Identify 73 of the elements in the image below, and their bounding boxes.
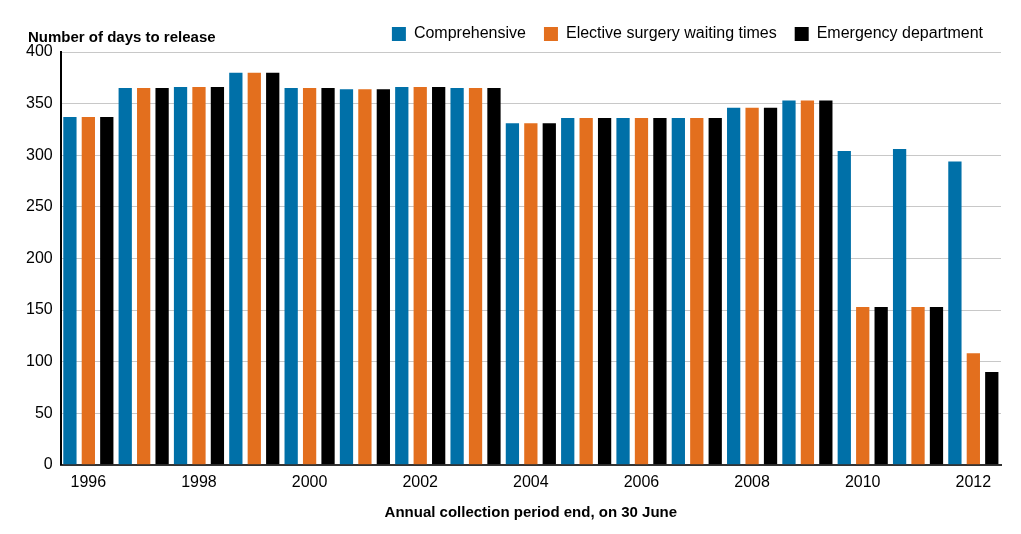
bar	[690, 118, 704, 465]
bar	[671, 118, 685, 465]
bar	[727, 107, 741, 465]
bar	[634, 118, 649, 465]
x-tick-label: 2006	[623, 472, 660, 490]
bar	[413, 87, 427, 465]
y-tick-label: 250	[25, 197, 53, 215]
bar	[929, 306, 944, 465]
bar	[597, 118, 612, 465]
bar	[782, 100, 796, 465]
bar	[266, 72, 280, 465]
bar	[395, 87, 409, 465]
bar	[708, 118, 722, 465]
y-tick-label: 100	[25, 352, 53, 370]
bar	[118, 88, 132, 465]
legend-label: Elective surgery waiting times	[565, 24, 777, 42]
bar	[579, 118, 593, 465]
x-tick-label: 2008	[734, 472, 770, 490]
bar	[505, 123, 520, 465]
bar	[837, 151, 851, 465]
bar	[284, 88, 298, 465]
bar	[137, 88, 151, 465]
y-tick-label: 350	[25, 94, 53, 112]
bar	[561, 118, 575, 465]
y-tick-label: 400	[25, 42, 53, 60]
y-tick-label: 200	[25, 248, 53, 266]
y-tick-label: 150	[25, 300, 53, 318]
bar	[321, 88, 335, 465]
bar	[210, 87, 225, 465]
bar	[616, 118, 630, 465]
bar	[856, 306, 870, 465]
x-axis-title: Annual collection period end, on 30 June	[384, 503, 678, 521]
bar	[432, 87, 446, 465]
bar	[247, 72, 261, 465]
bar	[542, 123, 556, 465]
legend-label: Comprehensive	[413, 24, 527, 42]
legend-label: Emergency department	[816, 24, 984, 42]
x-tick-label: 1996	[70, 472, 107, 490]
bar	[155, 88, 169, 465]
x-tick-label: 2012	[955, 472, 992, 490]
bar	[358, 89, 372, 465]
bar	[966, 353, 980, 465]
bar	[819, 100, 833, 465]
bar	[745, 107, 759, 465]
x-tick-label: 2004	[513, 472, 549, 490]
y-tick-label: 0	[43, 455, 53, 473]
x-tick-label: 2000	[291, 472, 328, 490]
bar	[468, 88, 483, 465]
x-tick-label: 2010	[844, 472, 881, 490]
x-tick-label: 1998	[181, 472, 217, 490]
bar	[653, 118, 667, 465]
bar	[302, 88, 317, 465]
bar	[376, 89, 390, 465]
bar	[911, 306, 925, 465]
bar	[763, 107, 778, 465]
bar	[948, 161, 962, 465]
bar	[892, 149, 907, 465]
bar	[874, 306, 888, 465]
bar	[192, 87, 206, 465]
y-tick-label: 50	[34, 403, 53, 421]
bar	[173, 87, 188, 465]
x-tick-label: 2002	[402, 472, 439, 490]
bar	[450, 88, 464, 465]
bar	[524, 123, 538, 465]
bar	[229, 72, 243, 465]
bar	[339, 89, 354, 465]
bar	[985, 371, 999, 465]
y-tick-label: 300	[25, 145, 53, 163]
bar	[800, 100, 815, 465]
bar	[100, 117, 114, 465]
bar	[487, 88, 501, 465]
bar	[63, 117, 77, 465]
bar	[81, 117, 95, 465]
